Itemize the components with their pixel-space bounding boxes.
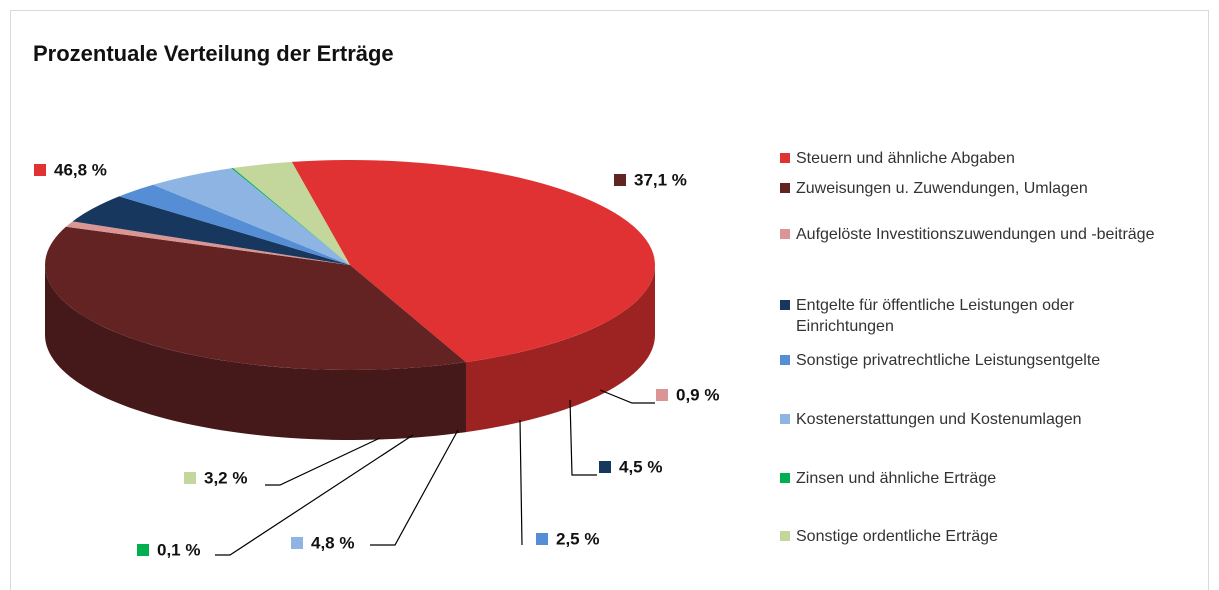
legend-label: Zuweisungen u. Zuwendungen, Umlagen — [796, 180, 1088, 197]
legend-item: Aufgelöste Investitionszuwendungen und -… — [780, 224, 1175, 245]
legend-item: Sonstige ordentliche Erträge — [780, 526, 1175, 547]
legend-item: Entgelte für öffentliche Leistungen oder… — [780, 295, 1175, 337]
leader-line — [569, 399, 597, 476]
label-swatch — [291, 537, 303, 549]
legend-swatch — [780, 153, 790, 163]
label-swatch — [34, 164, 46, 176]
data-label: 4,8 % — [311, 533, 354, 552]
slice — [119, 184, 350, 265]
legend-swatch — [780, 473, 790, 483]
chart-title: Prozentuale Verteilung der Erträge — [33, 41, 394, 66]
data-label: 2,5 % — [556, 529, 599, 548]
leader-line — [265, 437, 381, 486]
slice — [153, 168, 350, 265]
legend-item: Sonstige privatrechtliche Leistungsentge… — [780, 350, 1175, 371]
legend-item: Kostenerstattungen und Kostenumlagen — [780, 409, 1175, 430]
slice — [44, 226, 466, 371]
label-swatch — [536, 533, 548, 545]
legend-label: Entgelte für öffentliche Leistungen oder… — [796, 297, 1075, 335]
slice — [291, 159, 656, 363]
label-swatch — [599, 461, 611, 473]
legend-item: Zinsen und ähnliche Erträge — [780, 468, 1175, 489]
labels: 46,8 % 37,1 % 0,9 % 4,5 % 2,5 % 4,8 % 0,1 % 3,2… — [34, 160, 719, 559]
slice — [72, 196, 350, 265]
data-label: 3,2 % — [204, 468, 247, 487]
legend-item: Steuern und ähnliche Abgaben — [780, 148, 1175, 169]
legend-label: Sonstige privatrechtliche Leistungsentge… — [796, 352, 1101, 369]
label-swatch — [184, 472, 196, 484]
legend-item: Zuweisungen u. Zuwendungen, Umlagen — [780, 178, 1175, 199]
data-label: 37,1 % — [634, 170, 687, 189]
legend-swatch — [780, 300, 790, 310]
legend-swatch — [780, 183, 790, 193]
legend-swatch — [780, 229, 790, 239]
legend-label: Steuern und ähnliche Abgaben — [796, 150, 1015, 167]
leader-line — [215, 434, 414, 556]
leader-line — [599, 389, 655, 404]
data-label: 0,1 % — [157, 540, 200, 559]
legend-label: Sonstige ordentliche Erträge — [796, 528, 998, 545]
label-swatch — [137, 544, 149, 556]
slice-side — [465, 265, 655, 433]
legend-swatch — [780, 531, 790, 541]
leader-line — [370, 429, 459, 546]
slice — [233, 161, 350, 265]
legend-label: Zinsen und ähnliche Erträge — [796, 470, 997, 487]
label-swatch — [614, 174, 626, 186]
label-swatch — [656, 389, 668, 401]
slice — [231, 168, 350, 265]
legend-label: Kostenerstattungen und Kostenumlagen — [796, 411, 1082, 428]
data-label: 0,9 % — [676, 385, 719, 404]
slice-side — [45, 265, 466, 440]
data-label: 46,8 % — [54, 160, 107, 179]
leader-line — [519, 419, 523, 546]
legend-swatch — [780, 414, 790, 424]
data-label: 4,5 % — [619, 457, 662, 476]
pie — [44, 159, 656, 440]
legend-label: Aufgelöste Investitionszuwendungen und -… — [796, 226, 1155, 243]
slice — [65, 221, 350, 265]
legend-swatch — [780, 355, 790, 365]
